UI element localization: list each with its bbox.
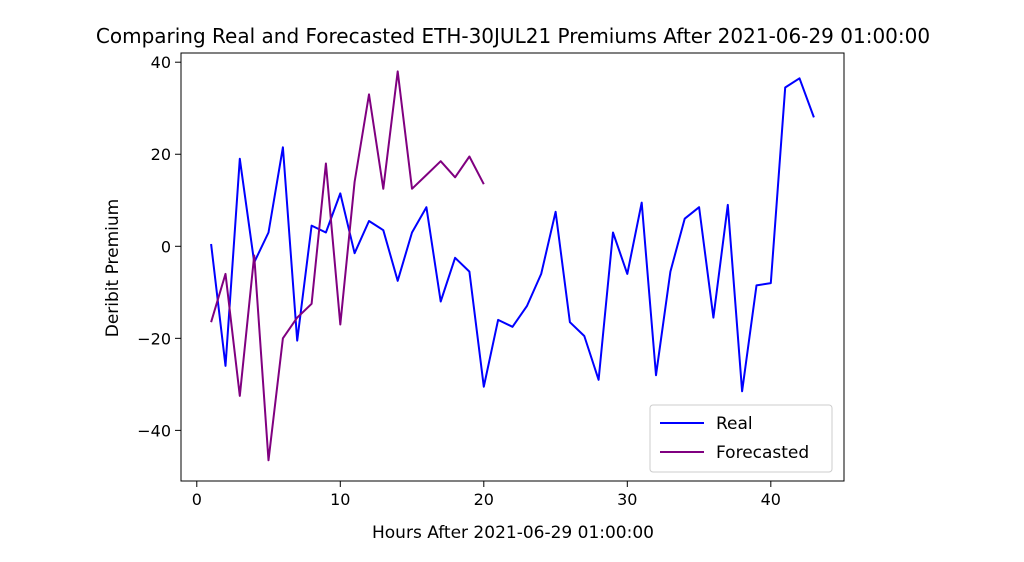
y-tick-label: 0	[161, 237, 171, 256]
chart-title: Comparing Real and Forecasted ETH-30JUL2…	[96, 24, 930, 48]
x-tick-label: 20	[474, 490, 494, 509]
series-line-real	[210, 77, 815, 393]
x-axis-label: Hours After 2021-06-29 01:00:00	[372, 523, 654, 543]
y-axis-label: Deribit Premium	[103, 199, 123, 338]
x-tick-label: 40	[761, 490, 781, 509]
y-tick-label: −20	[137, 329, 171, 348]
legend: Real Forecasted	[649, 404, 833, 473]
legend-label-forecasted: Forecasted	[716, 443, 809, 463]
plot-lines	[210, 70, 815, 462]
x-axis: 0 10 20 30 40	[192, 481, 781, 509]
plot-area-frame	[180, 52, 845, 482]
legend-label-real: Real	[716, 414, 753, 434]
y-tick-label: −40	[137, 421, 171, 440]
legend-box	[649, 404, 833, 473]
series-line-forecasted	[210, 70, 485, 462]
y-axis: −40 −20 0 20 40	[137, 53, 181, 440]
y-tick-label: 40	[151, 53, 171, 72]
x-tick-label: 10	[330, 490, 350, 509]
y-tick-label: 20	[151, 145, 171, 164]
x-tick-label: 0	[192, 490, 202, 509]
x-tick-label: 30	[617, 490, 637, 509]
